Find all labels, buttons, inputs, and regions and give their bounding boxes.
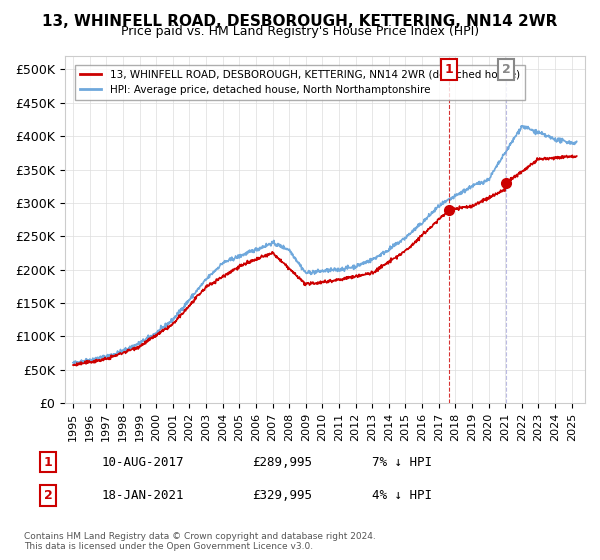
Text: 10-AUG-2017: 10-AUG-2017 bbox=[102, 455, 185, 469]
Text: £329,995: £329,995 bbox=[252, 489, 312, 502]
Text: Contains HM Land Registry data © Crown copyright and database right 2024.
This d: Contains HM Land Registry data © Crown c… bbox=[24, 532, 376, 552]
Text: 2: 2 bbox=[44, 489, 52, 502]
Text: 4% ↓ HPI: 4% ↓ HPI bbox=[372, 489, 432, 502]
Text: 13, WHINFELL ROAD, DESBOROUGH, KETTERING, NN14 2WR: 13, WHINFELL ROAD, DESBOROUGH, KETTERING… bbox=[43, 14, 557, 29]
Text: 18-JAN-2021: 18-JAN-2021 bbox=[102, 489, 185, 502]
Legend: 13, WHINFELL ROAD, DESBOROUGH, KETTERING, NN14 2WR (detached house), HPI: Averag: 13, WHINFELL ROAD, DESBOROUGH, KETTERING… bbox=[75, 65, 525, 100]
Text: 7% ↓ HPI: 7% ↓ HPI bbox=[372, 455, 432, 469]
Text: 2: 2 bbox=[502, 63, 511, 76]
Text: 1: 1 bbox=[445, 63, 453, 76]
Text: 1: 1 bbox=[44, 455, 52, 469]
Text: £289,995: £289,995 bbox=[252, 455, 312, 469]
Text: Price paid vs. HM Land Registry's House Price Index (HPI): Price paid vs. HM Land Registry's House … bbox=[121, 25, 479, 38]
